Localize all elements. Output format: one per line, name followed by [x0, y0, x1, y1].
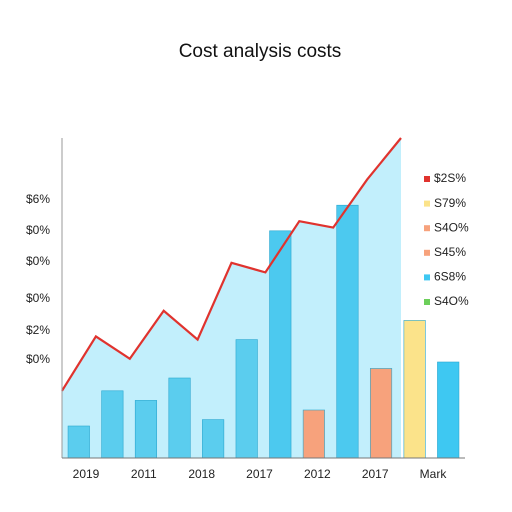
- y-axis-label: $0%: [26, 291, 50, 305]
- legend-swatch: [424, 200, 430, 207]
- bar: [235, 339, 258, 459]
- x-tick-label: Mark: [420, 467, 448, 481]
- y-axis-label: $0%: [26, 352, 50, 366]
- legend-label: S4O%: [434, 220, 469, 234]
- legend-swatch: [424, 299, 430, 305]
- y-axis-label: $6%: [26, 192, 50, 206]
- bar: [202, 419, 225, 459]
- bar: [336, 204, 359, 459]
- bar: [168, 377, 191, 459]
- legend-label: $2S%: [434, 171, 466, 185]
- bar: [403, 320, 426, 459]
- bar: [302, 409, 325, 459]
- x-tick-label: 2011: [131, 467, 157, 481]
- bar: [369, 368, 393, 459]
- chart-title: Cost analysis costs: [179, 41, 342, 62]
- legend-swatch: [424, 225, 430, 232]
- x-tick-label: 2017: [362, 467, 389, 481]
- legend-label: 6S8%: [434, 270, 466, 284]
- legend-label: S4O%: [434, 294, 469, 308]
- x-tick-label: 2018: [188, 467, 215, 481]
- legend-label: S79%: [434, 196, 466, 210]
- bar: [134, 400, 158, 459]
- legend-label: S45%: [434, 245, 466, 259]
- bar: [269, 230, 292, 459]
- y-axis-label: $2%: [26, 323, 50, 337]
- y-axis-label: $0%: [26, 223, 50, 237]
- legend-swatch: [424, 274, 430, 281]
- x-tick-label: 2019: [73, 467, 100, 481]
- legend-swatch: [424, 249, 430, 256]
- x-tick-label: 2012: [304, 467, 331, 481]
- y-axis-label: $0%: [26, 254, 50, 268]
- x-tick-label: 2017: [246, 467, 273, 481]
- area: [62, 138, 401, 458]
- line: [61, 137, 402, 392]
- legend-swatch: [424, 176, 430, 182]
- bar: [101, 390, 124, 459]
- bar: [67, 425, 90, 459]
- bar: [437, 361, 460, 459]
